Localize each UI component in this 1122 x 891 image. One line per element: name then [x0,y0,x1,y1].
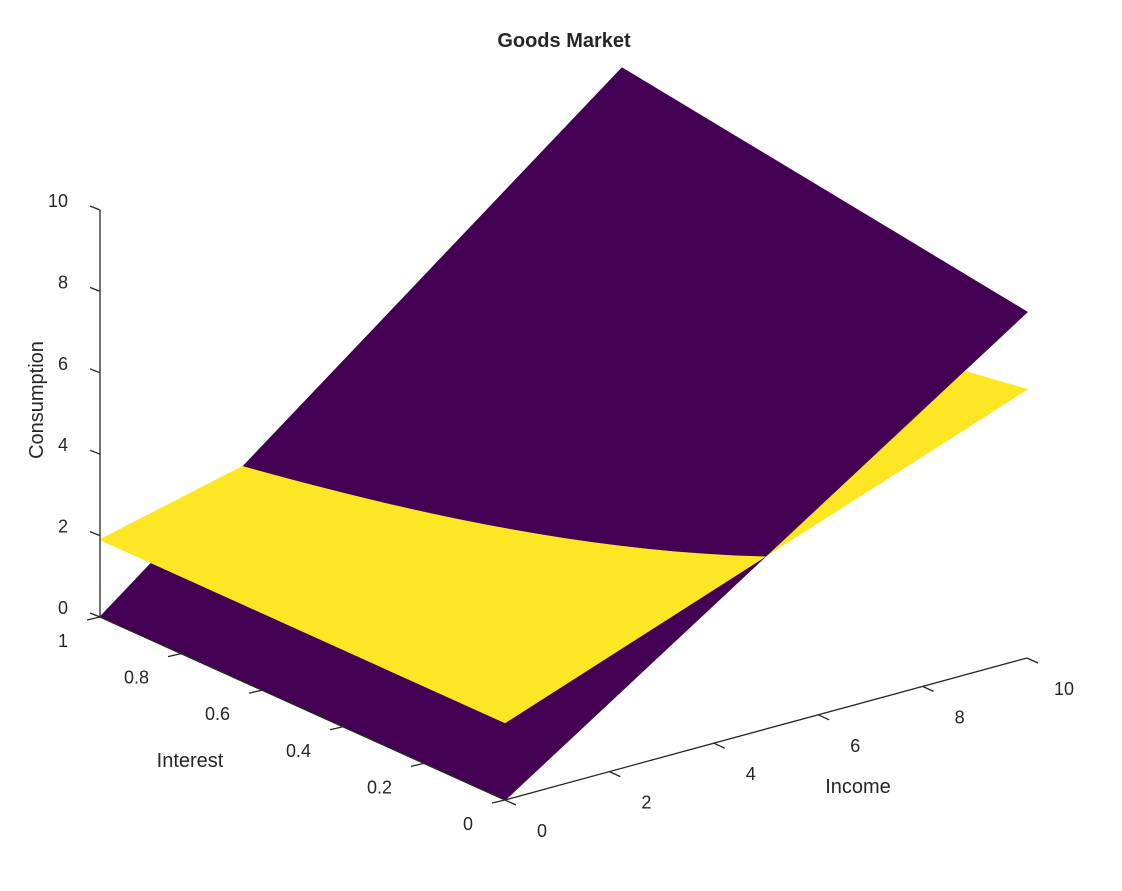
x-tick-label: 0 [537,821,547,841]
y-tick-mark [410,762,425,768]
y-tick-label: 0 [463,814,473,834]
x-tick-mark [922,685,934,692]
z-tick-mark [89,612,101,618]
z-tick-mark [89,286,101,293]
y-tick-mark [491,799,506,804]
y-tick-label: 0.8 [124,668,149,688]
y-tick-label: 0.2 [367,777,392,797]
x-tick-mark [504,799,517,806]
x-tick-mark [609,771,621,778]
y-axis-line [99,616,506,801]
y-tick-mark [86,616,101,621]
z-tick-label: 6 [58,354,68,374]
x-axis-line [504,657,1028,801]
z-tick-mark [89,205,101,211]
chart-title: Goods Market [497,30,631,52]
z-tick-label: 0 [58,598,68,618]
x-tick-label: 10 [1054,679,1074,699]
y-tick-label: 0.6 [205,704,230,724]
surface-1-front-region [242,67,1028,557]
x-tick-mark [817,714,830,721]
y-tick-mark [329,726,344,731]
x-tick-label: 4 [746,764,756,784]
z-tick-label: 10 [48,191,68,211]
y-tick-mark [248,689,263,694]
x-tick-label: 6 [850,736,860,756]
z-tick-mark [89,368,101,374]
z-tick-mark [89,530,101,537]
surfaces-group [98,67,1029,801]
z-tick-label: 8 [58,272,68,292]
y-tick-label: 1 [58,631,68,651]
z-tick-mark [89,449,101,455]
x-tick-label: 8 [955,707,965,727]
y-axis-label: Interest [157,750,224,772]
x-tick-label: 2 [641,793,651,813]
x-tick-mark [1026,657,1039,664]
z-tick-label: 4 [58,435,68,455]
x-axis-label: Income [825,776,891,798]
x-tick-mark [713,742,726,749]
z-tick-label: 2 [58,517,68,537]
y-tick-label: 0.4 [286,741,311,761]
y-tick-mark [167,652,182,658]
z-axis-label: Consumption [26,341,48,459]
